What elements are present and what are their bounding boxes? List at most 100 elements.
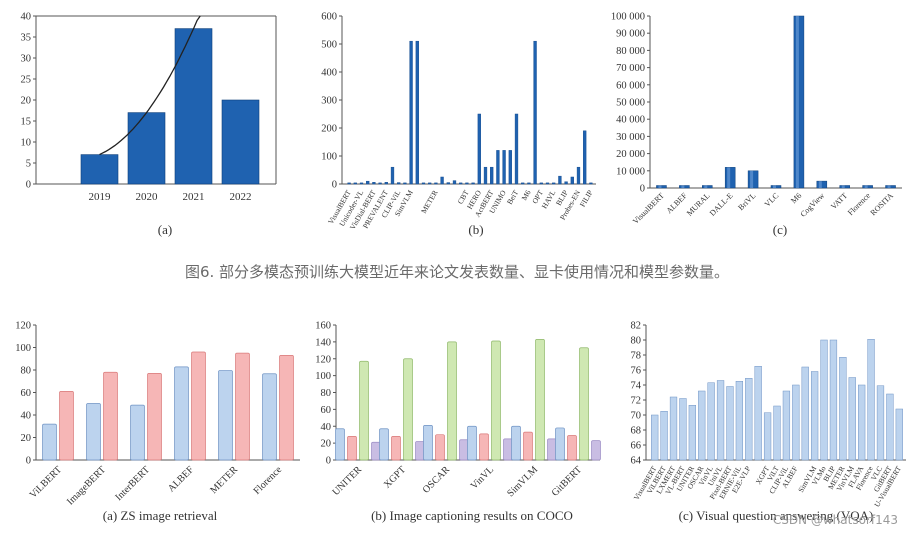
- c-xtick-label: VATT: [829, 191, 849, 211]
- f-ytick-label: 66: [631, 441, 642, 452]
- b-bar: [496, 150, 500, 185]
- e-bar: [579, 347, 589, 461]
- c-xtick-label: DALL-E: [708, 191, 735, 218]
- f-bar: [763, 412, 772, 461]
- d-xtick-label: ImageBERT: [65, 464, 108, 507]
- d-bar: [59, 391, 74, 461]
- b-bar: [576, 166, 581, 185]
- c-bar-highlight: [681, 185, 685, 188]
- f-ytick-label: 70: [631, 411, 642, 422]
- e-bar: [479, 433, 489, 461]
- b-bar: [477, 113, 481, 185]
- c-ytick-label: 80 000: [616, 46, 645, 57]
- e-ytick-label: 0: [326, 456, 331, 467]
- d-xtick-label: ALBEF: [166, 464, 196, 494]
- b-bar: [347, 182, 351, 185]
- f-ytick-label: 68: [631, 426, 642, 437]
- e-bar: [535, 338, 545, 461]
- b-bar: [527, 182, 531, 185]
- a-ytick-label: 40: [21, 12, 32, 23]
- b-bar: [409, 40, 413, 185]
- a-ytick-label: 35: [21, 33, 32, 44]
- a-ytick-label: 25: [21, 75, 32, 86]
- e-xtick-label: SimVLM: [505, 464, 540, 499]
- c-panel-label: (c): [773, 222, 787, 237]
- b-bar: [384, 182, 388, 185]
- e-bar: [511, 425, 521, 461]
- b-bar: [446, 182, 450, 185]
- e-ytick-label: 100: [315, 371, 331, 382]
- c-bar-highlight: [887, 185, 891, 188]
- f-bar: [679, 398, 687, 461]
- b-bar: [428, 182, 432, 185]
- d-bar: [42, 423, 57, 461]
- b-bar: [366, 180, 370, 185]
- e-ytick-label: 160: [315, 321, 331, 332]
- f-bar: [801, 366, 809, 461]
- c-bar-highlight: [773, 185, 776, 188]
- f-bar: [858, 384, 866, 461]
- b-bar: [465, 182, 469, 185]
- b-bar: [570, 176, 574, 185]
- f-bar: [726, 386, 734, 461]
- b-bar: [471, 182, 475, 185]
- f-bar: [745, 378, 753, 461]
- c-ytick-label: 50 000: [616, 98, 645, 109]
- c-xtick-label: ROSITA: [869, 191, 895, 217]
- d-bar: [86, 403, 101, 461]
- f-bar: [867, 339, 875, 461]
- f-bar: [660, 411, 668, 461]
- b-bar: [564, 181, 568, 185]
- b-bar: [403, 182, 407, 185]
- e-ytick-label: 140: [315, 337, 331, 348]
- c-bar-highlight: [841, 185, 845, 188]
- d-ytick-label: 100: [15, 343, 31, 354]
- b-bar: [372, 182, 376, 185]
- a-ytick-label: 10: [21, 138, 32, 149]
- f-ytick-label: 76: [631, 366, 642, 377]
- e-bar: [347, 436, 357, 461]
- e-ytick-label: 40: [321, 422, 332, 433]
- e-bar: [523, 431, 533, 461]
- e-bar: [435, 434, 445, 461]
- b-bar: [440, 176, 444, 185]
- b-bar: [514, 113, 519, 185]
- e-ytick-label: 80: [321, 388, 332, 399]
- d-xtick-label: METER: [208, 464, 240, 496]
- f-bar: [707, 382, 715, 461]
- e-bar: [335, 428, 345, 461]
- d-bar: [174, 366, 189, 461]
- e-ytick-label: 20: [321, 439, 332, 450]
- a-bar: [127, 112, 166, 185]
- watermark: CSDN @whatsorf143: [772, 513, 898, 527]
- e-xtick-label: XGPT: [382, 464, 408, 490]
- e-bar: [555, 427, 565, 461]
- d-ytick-label: 60: [21, 388, 32, 399]
- e-ytick-label: 120: [315, 354, 331, 365]
- e-bar: [423, 425, 433, 461]
- b-bar: [397, 182, 401, 185]
- d-bar: [103, 371, 118, 461]
- e-bar: [591, 440, 601, 461]
- c-ytick-label: 40 000: [616, 115, 645, 126]
- e-ytick-label: 60: [321, 405, 332, 416]
- c-bar-highlight: [727, 167, 731, 188]
- e-bar: [567, 435, 577, 461]
- d-bar: [191, 351, 206, 461]
- f-bar: [792, 384, 800, 461]
- a-ytick-label: 5: [26, 159, 31, 170]
- d-xtick-label: InterBERT: [113, 464, 152, 503]
- b-bar: [508, 150, 512, 185]
- b-xtick-label: BeiT: [505, 188, 521, 206]
- a-ytick-label: 20: [21, 96, 32, 107]
- c-xtick-label: M6: [789, 191, 803, 205]
- f-bar: [669, 396, 678, 461]
- e-bar: [391, 436, 401, 461]
- c-ytick-label: 60 000: [616, 80, 645, 91]
- f-bar: [895, 408, 903, 461]
- b-ytick-label: 0: [332, 180, 337, 191]
- a-ytick-label: 15: [21, 117, 32, 128]
- e-bar: [403, 358, 413, 461]
- c-ytick-label: 90 000: [616, 29, 645, 40]
